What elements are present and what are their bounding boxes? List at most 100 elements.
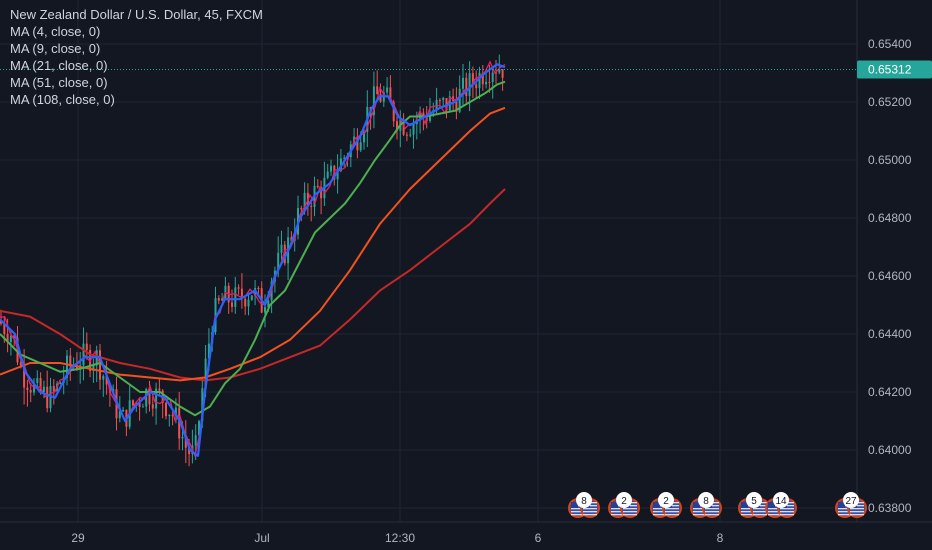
flag-stripe (705, 514, 719, 516)
event-marker[interactable]: 27 (835, 492, 867, 518)
event-marker[interactable]: 8 (568, 492, 600, 518)
flag-stripe (611, 511, 625, 513)
flag-canton (611, 502, 618, 508)
candle-body (438, 99, 441, 101)
x-tick-label: 8 (717, 531, 724, 545)
candle-body (118, 411, 121, 419)
candle-body (501, 69, 504, 78)
time-axis[interactable]: 29 Jul 12:30 6 8 (71, 531, 723, 545)
y-tick-label: 0.64800 (868, 211, 912, 225)
indicator-ma-51[interactable]: MA (51, close, 0) (10, 75, 108, 90)
candle-body (99, 350, 101, 380)
candle-body (6, 333, 9, 342)
candle-body (234, 287, 237, 307)
flag-stripe (611, 508, 625, 510)
event-marker[interactable]: 8 (690, 492, 722, 518)
candle-body (396, 121, 398, 131)
candle-body (405, 134, 408, 136)
candle-body (247, 299, 250, 307)
flag-stripe (753, 508, 767, 510)
candle-body (188, 447, 191, 454)
candle-body (343, 157, 346, 159)
candle-body (442, 97, 445, 101)
ma-line (0, 80, 506, 417)
event-marker[interactable]: 2 (650, 492, 682, 518)
event-count: 2 (663, 496, 669, 507)
candle-body (102, 375, 105, 380)
event-count: 8 (581, 496, 587, 507)
candle-body (372, 86, 375, 116)
flag-stripe (693, 511, 707, 513)
candle-body (356, 136, 359, 151)
candle-body (138, 402, 141, 407)
indicator-ma-108[interactable]: MA (108, close, 0) (10, 92, 115, 107)
candle-body (458, 88, 461, 112)
flag-stripe (838, 511, 852, 513)
flag-stripe (583, 514, 597, 516)
flag-stripe (571, 511, 585, 513)
event-marker[interactable]: 2 (608, 492, 640, 518)
symbol-title[interactable]: New Zealand Dollar / U.S. Dollar, 45, FX… (10, 7, 263, 22)
candle-body (264, 307, 266, 313)
candle-body (310, 205, 313, 207)
flag-stripe (705, 508, 719, 510)
flag-canton (653, 502, 660, 508)
candle-body (52, 386, 55, 392)
flag-stripe (623, 508, 637, 510)
y-tick-label: 0.64200 (868, 385, 912, 399)
flag-stripe (665, 508, 679, 510)
indicator-ma-21[interactable]: MA (21, close, 0) (10, 58, 108, 73)
flag-stripe (623, 511, 637, 513)
candle-body (250, 295, 253, 300)
candle-body (155, 388, 158, 409)
candle-body (148, 389, 151, 405)
flag-stripe (623, 514, 637, 516)
flag-canton (741, 502, 748, 508)
economic-events[interactable]: 8 2 2 8 5 14 27 (568, 492, 867, 518)
moving-average-lines (0, 60, 506, 458)
candle-body (221, 298, 224, 301)
flag-stripe (838, 514, 852, 516)
flag-stripe (693, 514, 707, 516)
candle-body (158, 388, 161, 391)
indicator-ma-9[interactable]: MA (9, close, 0) (10, 41, 101, 56)
candle-body (303, 192, 306, 209)
event-marker[interactable]: 5 (738, 492, 770, 518)
flag-stripe (838, 508, 852, 510)
last-price-tag: 0.65312 (857, 60, 932, 79)
candle-body (462, 77, 464, 89)
ma-line (0, 63, 506, 457)
candle-body (267, 300, 270, 308)
candle-body (330, 165, 332, 172)
price-axis[interactable]: 0.65400 0.65200 0.65000 0.64800 0.64600 0.644… (868, 37, 912, 515)
event-marker[interactable]: 14 (765, 492, 797, 518)
event-count-badge (698, 492, 714, 508)
candle-body (23, 365, 26, 388)
candle-body (184, 436, 187, 448)
candle-body (300, 208, 303, 210)
candle-body (36, 378, 39, 383)
candle-body (141, 406, 144, 408)
candle-body (3, 323, 6, 334)
flag-stripe (611, 514, 625, 516)
ma-line (0, 188, 506, 382)
flag-stripe (741, 514, 755, 516)
flag-stripe (768, 508, 782, 510)
x-tick-label: Jul (254, 531, 269, 545)
candle-body (151, 404, 154, 409)
candle-body (194, 435, 197, 446)
flag-stripe (583, 511, 597, 513)
flag-stripe (571, 514, 585, 516)
flag-canton (693, 502, 700, 508)
flag-stripe (780, 514, 794, 516)
event-count-badge (773, 492, 789, 508)
x-tick-label: 6 (535, 531, 542, 545)
indicator-ma-4[interactable]: MA (4, close, 0) (10, 24, 101, 39)
candle-body (283, 244, 286, 264)
candle-body (422, 112, 425, 117)
candle-body (435, 99, 438, 111)
candle-body (82, 343, 85, 366)
candle-body (231, 302, 233, 307)
candle-body (201, 388, 204, 422)
